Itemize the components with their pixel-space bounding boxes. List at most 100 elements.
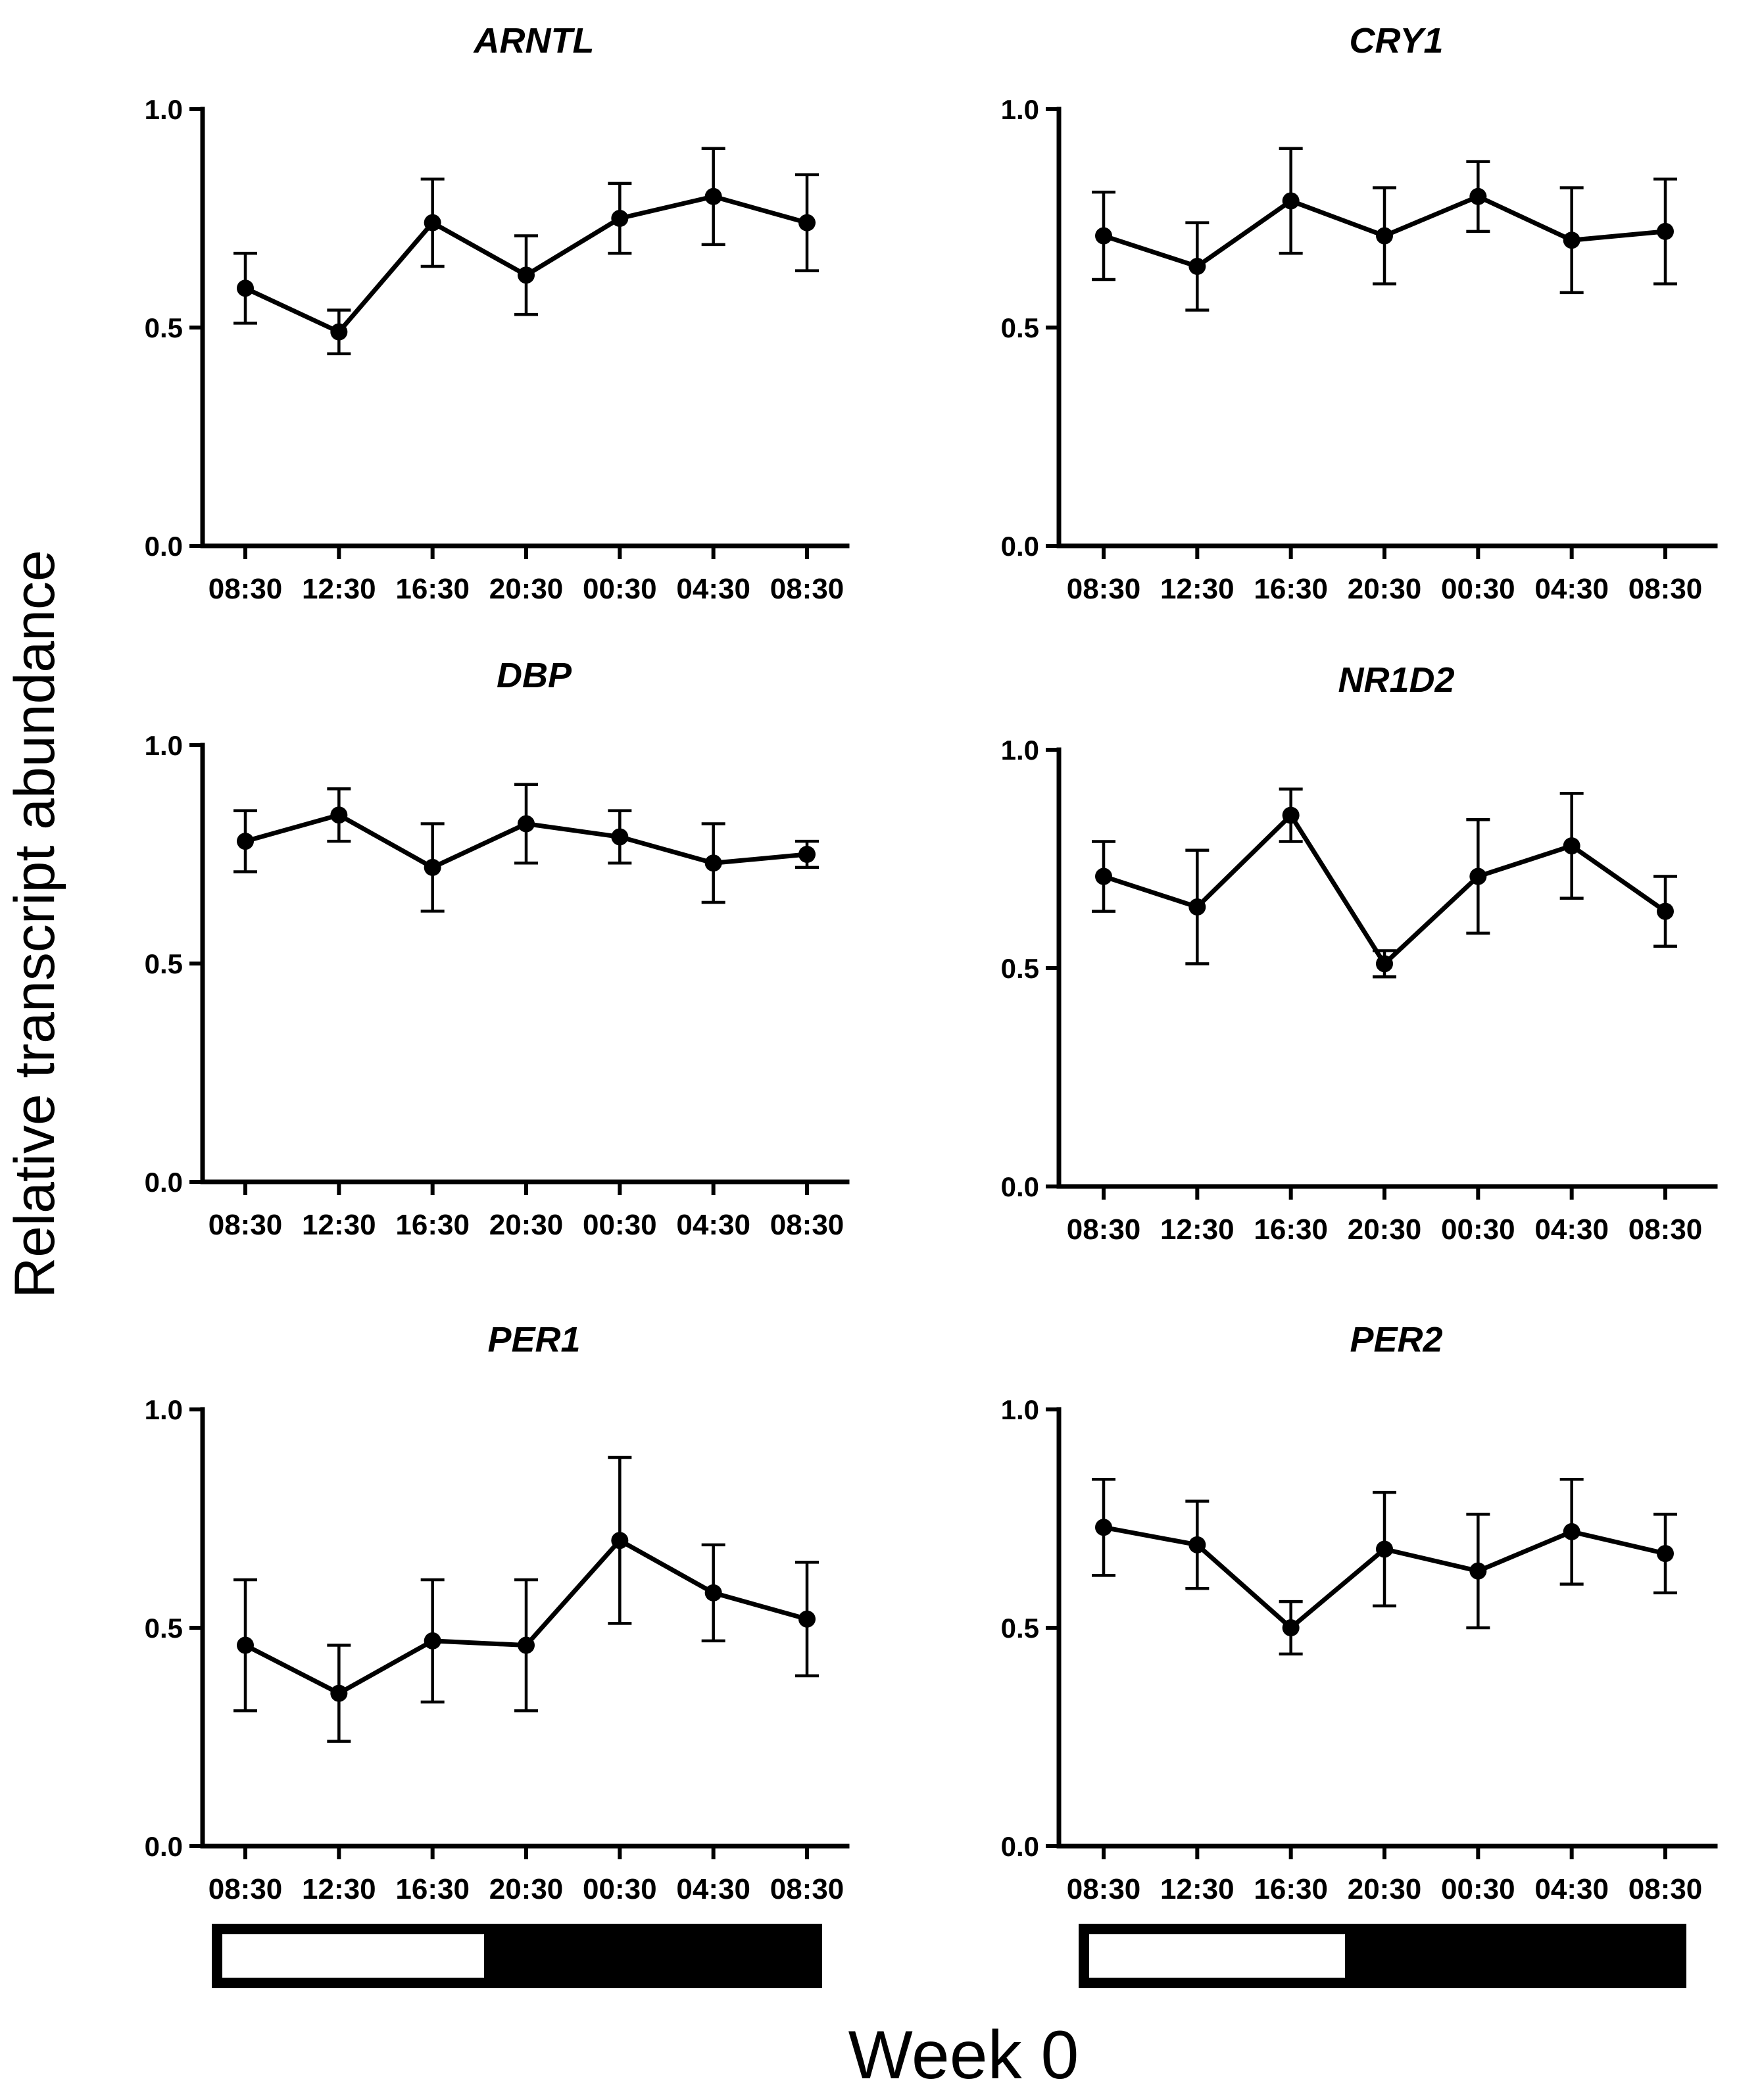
x-tick-label: 08:30 [208, 1873, 283, 1905]
x-tick-label: 20:30 [489, 1209, 564, 1241]
data-point [1376, 955, 1393, 973]
x-tick-label: 08:30 [1628, 1213, 1703, 1246]
x-tick-label: 08:30 [208, 1209, 283, 1241]
data-point [1188, 258, 1206, 276]
x-tick-label: 08:30 [770, 1873, 844, 1905]
panel-per1: PER1 0.0 0.5 1.0 08:30 12:30 16:30 20:30 00:30 04… [145, 1320, 850, 1988]
data-point [1469, 187, 1487, 205]
y-tick-label: 0.0 [145, 531, 183, 562]
panel-arntl: ARNTL 0.0 0.5 1.0 08:30 12:30 16:30 20:30 00:30 0… [145, 21, 850, 605]
data-point [330, 806, 348, 824]
x-tick-label: 16:30 [1254, 1873, 1328, 1905]
data-point [424, 1632, 441, 1649]
y-tick-label: 1.0 [145, 1394, 183, 1425]
data-point [1282, 806, 1300, 824]
data-point [1095, 867, 1112, 885]
x-tick-label: 04:30 [1534, 573, 1609, 605]
x-tick-label: 00:30 [583, 573, 657, 605]
y-tick-label: 0.5 [145, 948, 183, 979]
data-point [237, 1636, 254, 1654]
x-tick-label: 04:30 [676, 573, 750, 605]
y-tick-label: 1.0 [1001, 1394, 1039, 1425]
x-tick-label: 04:30 [676, 1209, 750, 1241]
data-point [1657, 902, 1674, 920]
y-axis-label: Relative transcript abundance [3, 550, 66, 1298]
data-point [424, 214, 441, 232]
series-line [1102, 813, 1667, 966]
x-tick-label: 00:30 [583, 1873, 657, 1905]
data-point [1282, 1619, 1300, 1636]
panel-title: ARNTL [473, 21, 595, 61]
x-tick-label: 12:30 [302, 573, 376, 605]
data-point [611, 1532, 629, 1550]
data-point [611, 210, 629, 227]
x-tick-label: 08:30 [1628, 573, 1703, 605]
data-point [518, 1636, 535, 1654]
x-tick-label: 16:30 [1254, 573, 1328, 605]
panel-per2: PER2 0.0 0.5 1.0 08:30 12:30 16:30 20:30 00:30 04… [1001, 1320, 1718, 1988]
x-tick-label: 08:30 [1067, 1873, 1141, 1905]
x-tick-label: 08:30 [770, 1209, 844, 1241]
data-point [798, 846, 816, 863]
light-dark-bar [1079, 1924, 1686, 1988]
y-tick-label: 1.0 [145, 730, 183, 761]
x-tick-label: 00:30 [583, 1209, 657, 1241]
y-tick-label: 0.5 [1001, 1613, 1039, 1644]
x-tick-label: 16:30 [1254, 1213, 1328, 1246]
panel-cry1: CRY1 0.0 0.5 1.0 08:30 12:30 16:30 20:30 00:30 04… [1001, 21, 1718, 605]
data-point [704, 854, 722, 872]
data-point [1188, 1536, 1206, 1553]
x-tick-label: 12:30 [302, 1873, 376, 1905]
data-point [1563, 1523, 1580, 1540]
y-tick-label: 0.0 [145, 1167, 183, 1198]
light-phase-bar [222, 1934, 484, 1978]
data-point [798, 1610, 816, 1628]
data-point [1469, 867, 1487, 885]
y-tick-label: 0.5 [1001, 953, 1039, 984]
data-point [704, 1584, 722, 1601]
data-point [1376, 1540, 1393, 1558]
x-tick-label: 20:30 [1348, 573, 1422, 605]
light-phase-bar [1089, 1934, 1345, 1978]
panel-dbp: DBP 0.0 0.5 1.0 08:30 12:30 16:30 20:30 00:30 04:… [145, 656, 850, 1241]
x-tick-label: 12:30 [1160, 573, 1235, 605]
y-tick-label: 1.0 [1001, 94, 1039, 125]
y-tick-label: 0.0 [1001, 1831, 1039, 1862]
data-point [518, 266, 535, 284]
chart-panels: ARNTL 0.0 0.5 1.0 08:30 12:30 16:30 20:30 00:30 0… [145, 21, 1718, 1988]
y-tick-label: 0.0 [145, 1831, 183, 1862]
x-tick-label: 04:30 [1534, 1873, 1609, 1905]
panel-title: PER1 [487, 1320, 580, 1359]
data-point [1282, 192, 1300, 210]
x-tick-label: 20:30 [489, 1873, 564, 1905]
data-point [1095, 1519, 1112, 1536]
x-tick-label: 04:30 [676, 1873, 750, 1905]
light-dark-bar [212, 1924, 822, 1988]
x-tick-label: 16:30 [395, 573, 470, 605]
data-point [1657, 1545, 1674, 1563]
data-point [237, 833, 254, 850]
panel-title: NR1D2 [1338, 660, 1454, 700]
data-point [798, 214, 816, 232]
x-tick-label: 08:30 [208, 573, 283, 605]
y-tick-label: 0.0 [1001, 1171, 1039, 1202]
data-point [1563, 837, 1580, 855]
x-tick-label: 08:30 [1628, 1873, 1703, 1905]
x-tick-label: 20:30 [1348, 1213, 1422, 1246]
x-tick-label: 12:30 [302, 1209, 376, 1241]
x-tick-label: 20:30 [1348, 1873, 1422, 1905]
data-point [1095, 227, 1112, 245]
x-tick-label: 12:30 [1160, 1213, 1235, 1246]
panel-nr1d2: NR1D2 0.0 0.5 1.0 08:30 12:30 16:30 20:30 00:30 0… [1001, 660, 1718, 1246]
data-point [424, 858, 441, 876]
data-point [1376, 227, 1393, 245]
x-tick-label: 16:30 [395, 1209, 470, 1241]
x-tick-label: 00:30 [1441, 1873, 1515, 1905]
x-tick-label: 00:30 [1441, 1213, 1515, 1246]
data-point [518, 815, 535, 833]
x-tick-label: 04:30 [1534, 1213, 1609, 1246]
x-tick-label: 08:30 [1067, 1213, 1141, 1246]
panel-title: DBP [497, 656, 572, 695]
data-point [1188, 898, 1206, 916]
x-tick-label: 08:30 [770, 573, 844, 605]
